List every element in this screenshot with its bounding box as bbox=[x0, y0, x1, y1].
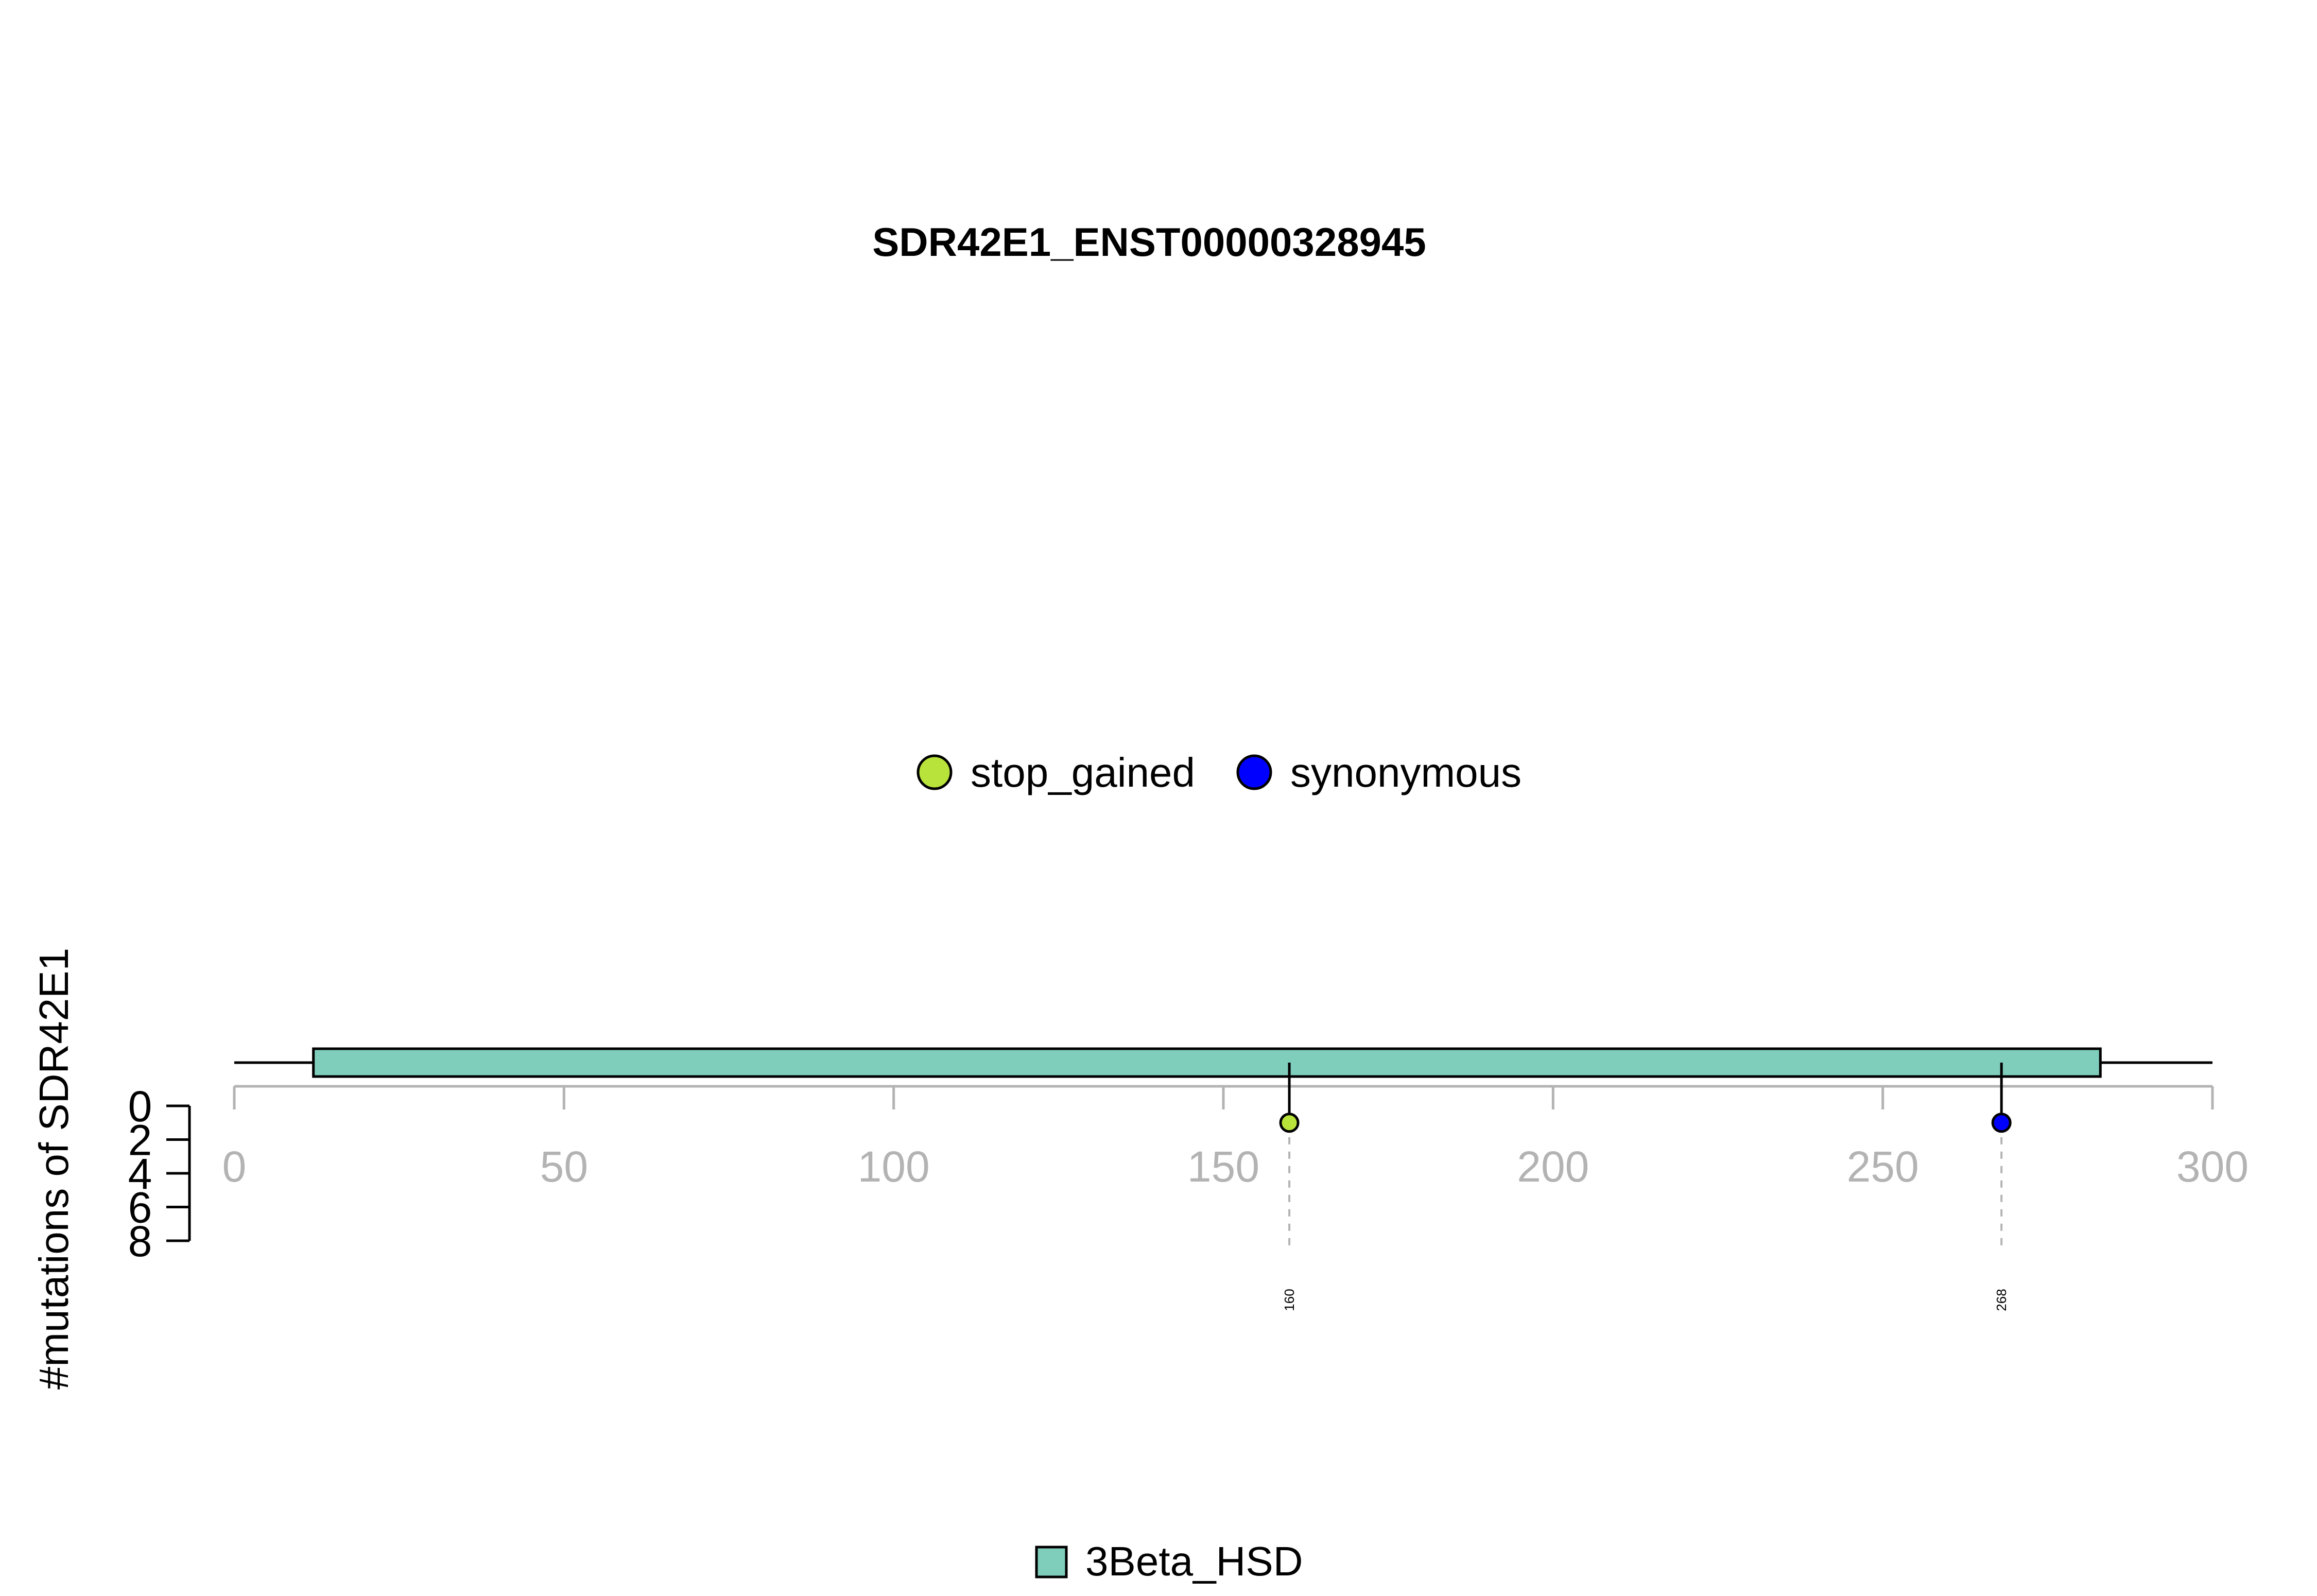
y-tick-label-2: 2 bbox=[128, 1116, 152, 1165]
x-tick-label-50: 50 bbox=[540, 1142, 588, 1191]
domain-legend-label-3Beta_HSD: 3Beta_HSD bbox=[1085, 1538, 1303, 1584]
legend-marker-synonymous bbox=[1236, 754, 1272, 790]
y-tick-label-8: 8 bbox=[128, 1217, 152, 1265]
domain-legend: 3Beta_HSD bbox=[1035, 1538, 1303, 1584]
legend-label-synonymous: synonymous bbox=[1290, 750, 1521, 795]
x-tick-label-250: 250 bbox=[1847, 1142, 1919, 1191]
legend-item-stop_gained: stop_gained bbox=[917, 750, 1195, 795]
legend-item-synonymous: synonymous bbox=[1236, 750, 1521, 795]
mutation-lollipops: 160 268 bbox=[1279, 1063, 2012, 1311]
domain-legend-marker-3Beta_HSD bbox=[1035, 1546, 1068, 1578]
y-tick-label-6: 6 bbox=[128, 1184, 152, 1232]
y-axis-label: #mutations of SDR42E1 bbox=[31, 948, 77, 1390]
mutation-160: 160 bbox=[1279, 1063, 1300, 1311]
x-tick-label-100: 100 bbox=[858, 1142, 930, 1191]
legend-marker-stop_gained bbox=[917, 754, 953, 790]
mutation-point-160 bbox=[1279, 1113, 1300, 1133]
domain-3Beta_HSD bbox=[312, 1047, 2102, 1078]
mutation-legend: stop_gained synonymous bbox=[917, 750, 1521, 795]
legend-label-stop_gained: stop_gained bbox=[971, 750, 1195, 795]
y-tick-label-0: 0 bbox=[128, 1082, 152, 1131]
mutation-268: 268 bbox=[1991, 1063, 2012, 1311]
y-tick-label-4: 4 bbox=[128, 1150, 152, 1198]
chart-title: SDR42E1_ENST00000328945 bbox=[872, 219, 1426, 265]
x-axis: 0 50 100 150 200 250 300 bbox=[222, 1085, 2249, 1191]
x-tick-label-300: 300 bbox=[2176, 1142, 2249, 1191]
domain-track bbox=[312, 1047, 2102, 1078]
mutation-label-268: 268 bbox=[1994, 1289, 2009, 1311]
mutation-point-268 bbox=[1991, 1113, 2012, 1133]
x-tick-label-200: 200 bbox=[1517, 1142, 1589, 1191]
mutation-label-160: 160 bbox=[1282, 1289, 1297, 1311]
domain-legend-item-3Beta_HSD: 3Beta_HSD bbox=[1035, 1538, 1303, 1584]
x-tick-label-0: 0 bbox=[222, 1142, 247, 1191]
x-tick-label-150: 150 bbox=[1187, 1142, 1259, 1191]
